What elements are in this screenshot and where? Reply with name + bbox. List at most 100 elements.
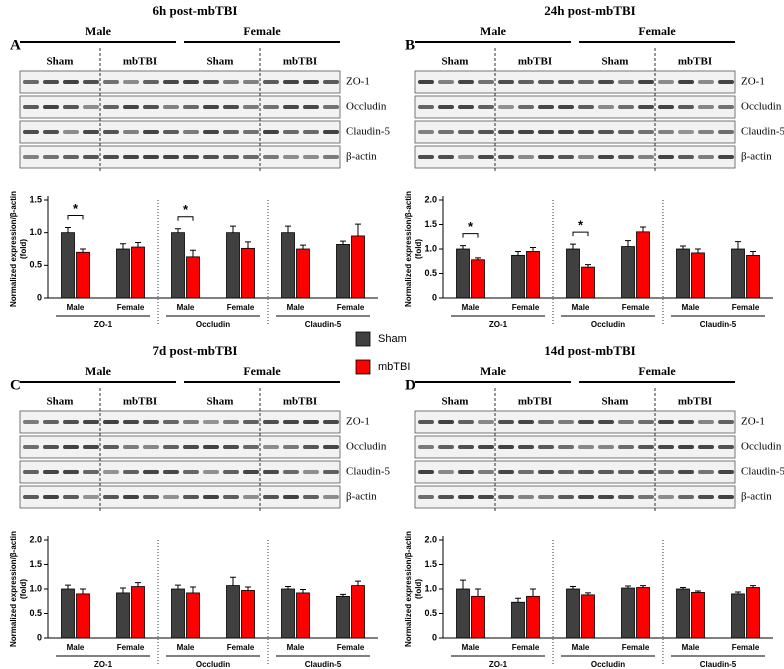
blot-band [498, 130, 514, 134]
blot-band [438, 495, 454, 499]
blot-band [23, 105, 39, 109]
blot-band [598, 470, 614, 474]
blot-band [243, 495, 259, 499]
blot-band [558, 130, 574, 134]
blot-band [498, 155, 514, 159]
blot-band [678, 470, 694, 474]
condition-label: Sham [442, 396, 469, 408]
bar [471, 259, 485, 299]
blot-band [83, 155, 99, 159]
blot-band [718, 155, 734, 159]
significance-label: * [468, 219, 474, 234]
blot-band [458, 470, 474, 474]
blot-strip [19, 70, 341, 94]
blot-band [718, 470, 734, 474]
x-tick-label: Male [462, 643, 480, 652]
blot-band [418, 445, 434, 449]
condition-label: Sham [442, 56, 469, 68]
blot-band [103, 105, 119, 109]
condition-label: Sham [602, 396, 629, 408]
protein-label: β-actin [741, 151, 772, 163]
blot-band [123, 130, 139, 134]
group-label: Occludin [591, 660, 625, 669]
blot-band [103, 80, 119, 84]
error-bar [585, 264, 591, 268]
y-tick-label: 2.0 [424, 194, 437, 204]
blot-band [498, 470, 514, 474]
legend-label: mbTBI [378, 361, 410, 373]
x-tick-label: Male [462, 303, 480, 312]
blot-band [263, 105, 279, 109]
blot-band [243, 105, 259, 109]
error-bar [475, 257, 481, 260]
y-tick-label: 0.5 [29, 608, 42, 618]
blot-band [303, 445, 319, 449]
condition-label: mbTBI [518, 56, 552, 68]
legend-label: Sham [378, 333, 407, 345]
error-bar [640, 585, 646, 588]
blot-band [698, 420, 714, 424]
error-bar [680, 245, 686, 249]
blot-band [678, 155, 694, 159]
blot-band [658, 130, 674, 134]
blot-band [163, 130, 179, 134]
blot-band [243, 155, 259, 159]
bar [621, 587, 635, 639]
condition-label: Sham [207, 56, 234, 68]
condition-label: mbTBI [123, 56, 157, 68]
blot-band [63, 445, 79, 449]
sex-label: Female [638, 364, 676, 378]
error-bar [515, 250, 521, 256]
blot-strip [19, 460, 341, 484]
blot-band [578, 470, 594, 474]
blot-band [103, 495, 119, 499]
error-bar [245, 586, 251, 591]
blot-band [418, 495, 434, 499]
blot-band [43, 130, 59, 134]
blot-band [458, 130, 474, 134]
blot-band [638, 130, 654, 134]
condition-label: mbTBI [283, 396, 317, 408]
y-tick-label: 0 [37, 632, 42, 642]
bar [636, 231, 650, 299]
x-tick-label: Female [512, 303, 540, 312]
y-tick-label: 1.0 [424, 243, 437, 253]
blot-band [618, 130, 634, 134]
bar [336, 244, 350, 299]
error-bar [695, 248, 701, 253]
bar [76, 251, 90, 299]
group-label: Claudin-5 [700, 320, 737, 329]
blot-band [458, 105, 474, 109]
blot-band [438, 445, 454, 449]
x-tick-label: Female [512, 643, 540, 652]
x-tick-label: Male [67, 303, 85, 312]
blot-band [263, 445, 279, 449]
condition-label: mbTBI [123, 396, 157, 408]
blot-band [478, 420, 494, 424]
bar [171, 232, 185, 299]
blot-band [618, 445, 634, 449]
significance-label: * [73, 201, 79, 216]
blot-band [43, 420, 59, 424]
blot-band [123, 80, 139, 84]
blot-band [698, 445, 714, 449]
error-bar [230, 225, 236, 233]
blot-band [143, 155, 159, 159]
blot-band [183, 445, 199, 449]
x-tick-label: Male [682, 303, 700, 312]
bar [526, 595, 540, 639]
x-tick-label: Female [227, 303, 255, 312]
bar [226, 232, 240, 299]
blot-band [103, 470, 119, 474]
error-bar [355, 223, 361, 236]
blot-band [63, 80, 79, 84]
y-tick-label: 1.5 [29, 559, 42, 569]
error-bar [735, 241, 741, 249]
blot-band [163, 105, 179, 109]
blot-band [678, 445, 694, 449]
blot-band [698, 495, 714, 499]
blot-band [223, 420, 239, 424]
blot-band [223, 495, 239, 499]
blot-band [418, 420, 434, 424]
blot-band [478, 470, 494, 474]
